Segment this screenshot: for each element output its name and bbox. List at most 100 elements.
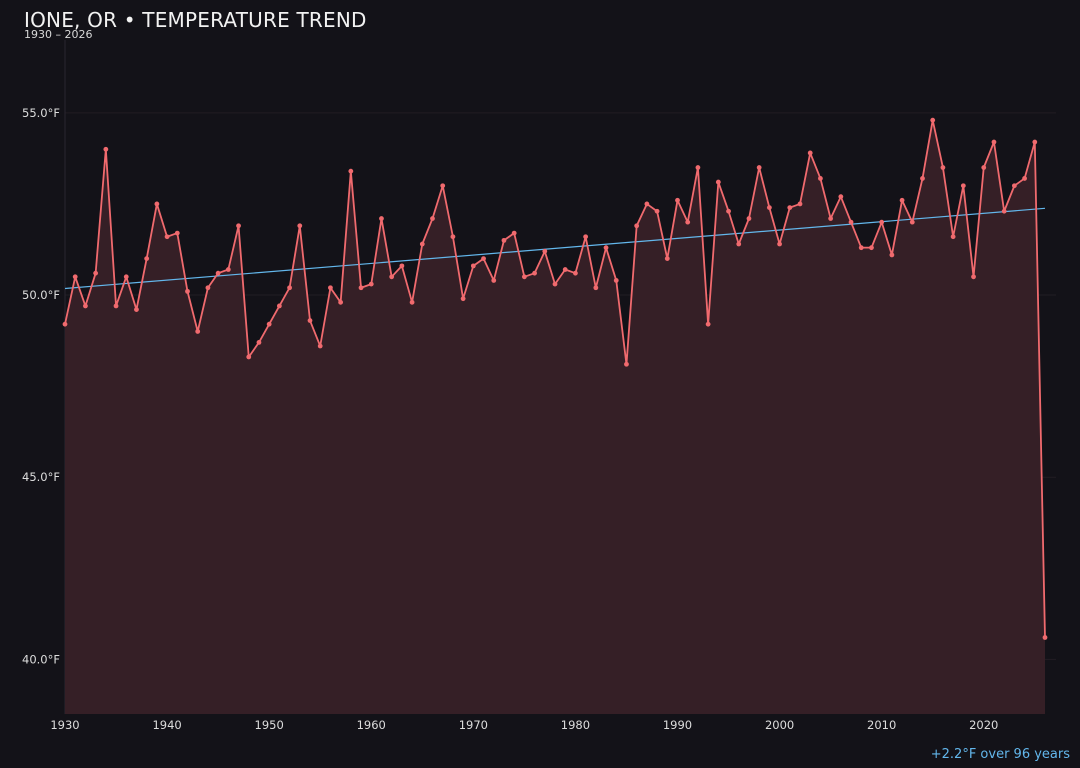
data-point (930, 117, 936, 123)
data-point (389, 274, 395, 280)
data-point (593, 285, 599, 291)
data-point (664, 256, 670, 261)
data-point (379, 216, 384, 221)
data-point (532, 270, 537, 276)
data-point (103, 146, 109, 152)
data-point (971, 274, 976, 280)
data-point (205, 285, 211, 291)
data-point (920, 176, 925, 181)
y-tick-label: 40.0°F (22, 652, 60, 666)
data-point (144, 256, 150, 261)
data-point (624, 361, 629, 367)
data-point (399, 263, 405, 269)
data-point (828, 216, 834, 221)
data-point (1032, 139, 1038, 145)
data-point (1042, 635, 1048, 640)
data-point (348, 168, 354, 174)
data-point (174, 230, 180, 236)
data-point (266, 321, 272, 327)
data-point (613, 278, 619, 283)
data-point (358, 285, 364, 291)
chart-title: IONE, OR • TEMPERATURE TREND (24, 8, 367, 32)
data-point (756, 165, 762, 170)
data-point (726, 208, 731, 214)
y-tick-label: 50.0°F (22, 288, 60, 302)
data-point (869, 245, 874, 251)
data-point (511, 230, 517, 236)
data-point (430, 216, 435, 221)
data-point (317, 343, 323, 349)
data-point (491, 278, 497, 283)
data-point (552, 281, 558, 287)
y-tick-label: 55.0°F (22, 106, 60, 120)
data-point (62, 321, 68, 327)
data-point (573, 270, 578, 276)
data-point (807, 150, 813, 156)
data-point (603, 245, 609, 251)
data-point (164, 234, 170, 240)
data-point (297, 223, 303, 229)
data-point (991, 139, 997, 145)
chart-subtitle: 1930 – 2026 (24, 28, 93, 41)
data-point (450, 234, 456, 240)
data-point (654, 208, 660, 214)
data-point (685, 219, 691, 225)
data-point (766, 205, 772, 210)
x-tick-label: 1980 (561, 718, 590, 732)
data-point (981, 165, 987, 170)
data-point (501, 237, 507, 243)
data-point (899, 197, 905, 203)
data-point (123, 274, 129, 280)
x-tick-label: 1950 (255, 718, 284, 732)
data-point (521, 274, 527, 280)
data-point (225, 267, 231, 272)
data-point (715, 179, 721, 185)
data-point (858, 245, 864, 251)
data-point (644, 201, 650, 207)
data-point (287, 285, 292, 291)
data-point (481, 256, 486, 261)
data-point (215, 270, 221, 276)
data-point (246, 354, 252, 360)
data-point (1022, 176, 1027, 181)
data-point (328, 285, 333, 291)
data-point (797, 201, 803, 207)
data-point (879, 219, 885, 225)
x-tick-label: 1940 (152, 718, 181, 732)
data-point (236, 223, 241, 229)
data-point (154, 201, 160, 207)
x-tick-label: 1970 (459, 718, 488, 732)
data-point (818, 176, 823, 181)
data-point (634, 223, 640, 229)
data-point (736, 241, 742, 247)
data-point (338, 299, 344, 305)
x-tick-label: 1930 (50, 718, 79, 732)
data-point (909, 219, 915, 225)
area-fill (65, 120, 1045, 714)
y-tick-label: 45.0°F (22, 470, 60, 484)
data-point (368, 281, 374, 287)
data-point (460, 296, 466, 302)
data-point (419, 241, 425, 247)
data-point (134, 307, 139, 312)
x-tick-label: 2010 (867, 718, 896, 732)
data-point (470, 263, 476, 269)
data-point (695, 165, 701, 170)
data-point (409, 299, 415, 305)
data-point (960, 183, 966, 189)
data-point (276, 303, 282, 309)
trend-annotation: +2.2°F over 96 years (930, 747, 1070, 762)
data-point (562, 267, 568, 272)
data-point (185, 288, 190, 294)
data-point (307, 318, 313, 323)
data-point (940, 165, 946, 170)
data-point (93, 270, 99, 276)
x-tick-label: 1960 (357, 718, 386, 732)
data-point (256, 339, 262, 345)
x-tick-label: 1990 (663, 718, 692, 732)
data-point (889, 252, 895, 258)
data-point (787, 205, 793, 210)
data-point (746, 216, 752, 221)
